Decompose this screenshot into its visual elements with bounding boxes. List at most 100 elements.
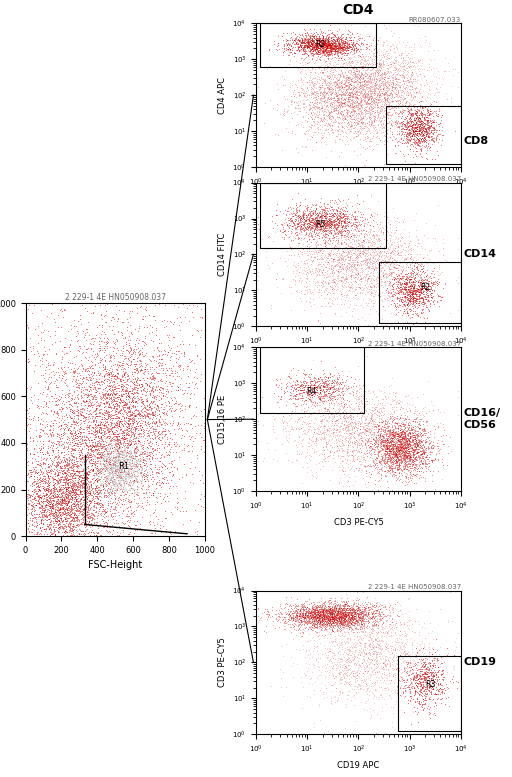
Point	[326, 603, 334, 615]
Point	[115, 490, 123, 503]
Point	[351, 67, 359, 79]
Point	[93, 510, 101, 522]
Point	[425, 103, 434, 115]
Point	[331, 601, 339, 613]
Point	[295, 389, 304, 402]
Point	[111, 434, 119, 446]
Point	[331, 102, 339, 114]
Point	[294, 413, 303, 425]
Point	[316, 43, 325, 55]
Point	[305, 385, 313, 397]
Point	[129, 468, 137, 480]
Point	[112, 430, 120, 443]
Point	[66, 460, 74, 472]
Point	[387, 70, 395, 82]
Point	[413, 127, 421, 140]
Point	[418, 435, 426, 448]
Point	[153, 469, 161, 482]
Point	[66, 523, 74, 535]
Point	[325, 655, 333, 667]
Point	[141, 361, 149, 373]
Point	[336, 217, 345, 229]
Point	[313, 640, 321, 653]
Point	[95, 334, 103, 347]
Point	[340, 110, 349, 122]
Point	[289, 671, 297, 683]
Point	[106, 423, 115, 435]
Point	[185, 476, 194, 489]
Point	[48, 490, 56, 502]
Point	[36, 528, 45, 540]
Point	[344, 99, 352, 111]
Point	[102, 404, 111, 416]
Point	[104, 374, 113, 386]
Point	[307, 214, 315, 227]
Point	[335, 256, 343, 268]
Point	[390, 287, 398, 300]
Point	[360, 451, 369, 463]
Point	[434, 440, 442, 452]
Point	[324, 622, 332, 635]
Point	[330, 104, 338, 117]
Point	[56, 460, 64, 472]
Point	[117, 451, 125, 463]
Point	[389, 444, 397, 456]
Point	[332, 260, 340, 273]
Point	[361, 413, 369, 426]
Point	[167, 461, 175, 473]
Point	[129, 423, 137, 435]
Point	[106, 483, 114, 495]
Point	[400, 59, 408, 71]
Point	[294, 430, 303, 443]
Point	[402, 434, 411, 447]
Point	[400, 303, 408, 315]
Point	[85, 495, 93, 507]
Point	[319, 43, 328, 55]
Point	[403, 270, 411, 283]
Point	[371, 438, 379, 451]
Point	[376, 435, 385, 448]
Point	[297, 615, 305, 628]
Point	[357, 632, 366, 644]
Point	[407, 267, 415, 279]
Point	[104, 453, 112, 465]
Point	[372, 684, 380, 696]
Point	[79, 415, 88, 427]
Point	[109, 475, 117, 487]
Point	[273, 395, 281, 408]
Point	[73, 488, 81, 500]
Point	[351, 470, 359, 483]
Point	[396, 458, 404, 471]
Point	[331, 100, 339, 113]
Point	[36, 416, 44, 429]
Point	[93, 465, 101, 477]
Point	[335, 425, 344, 437]
Point	[343, 263, 351, 275]
Point	[302, 202, 310, 214]
Point	[350, 680, 358, 692]
Point	[45, 496, 53, 508]
Point	[399, 148, 407, 160]
Point	[105, 457, 113, 469]
Point	[382, 87, 390, 99]
Point	[347, 611, 355, 624]
Point	[139, 468, 147, 480]
Point	[67, 485, 75, 497]
Point	[421, 270, 430, 282]
Point	[330, 220, 338, 232]
Point	[329, 646, 337, 659]
Point	[385, 262, 393, 274]
Point	[315, 660, 323, 673]
Point	[35, 489, 44, 501]
Point	[62, 483, 70, 496]
Point	[113, 463, 121, 476]
Point	[131, 449, 139, 462]
Point	[137, 423, 145, 436]
Point	[417, 109, 425, 121]
Point	[408, 67, 416, 79]
Point	[399, 431, 407, 444]
Point	[375, 431, 383, 444]
Point	[332, 44, 340, 56]
Point	[157, 375, 165, 387]
Point	[340, 273, 349, 285]
